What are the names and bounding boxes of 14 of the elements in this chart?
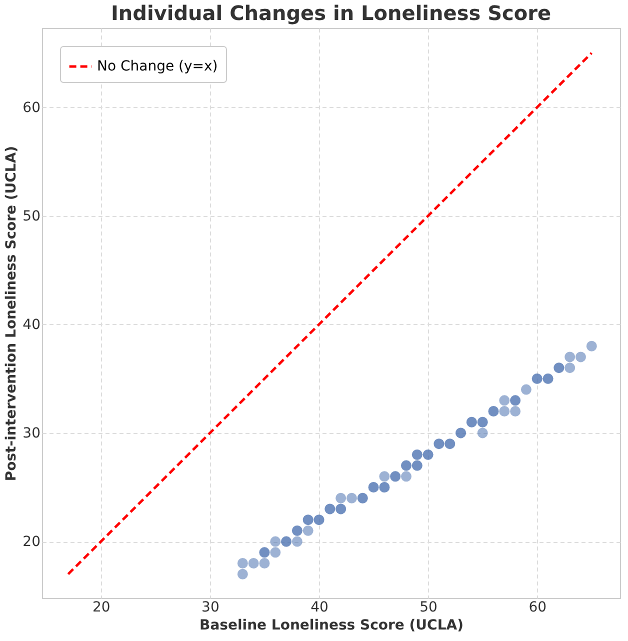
chart-title: Individual Changes in Loneliness Score <box>110 1 552 25</box>
x-tick-label: 30 <box>202 600 220 616</box>
y-axis-title: Post-intervention Loneliness Score (UCLA) <box>4 146 20 482</box>
x-axis-title: Baseline Loneliness Score (UCLA) <box>200 618 464 634</box>
x-tick-label: 40 <box>310 600 328 616</box>
y-tick-label: 50 <box>22 208 40 224</box>
x-tick-label: 20 <box>92 600 110 616</box>
y-tick-label: 20 <box>22 534 40 550</box>
legend-label: No Change (y=x) <box>97 58 218 74</box>
y-tick-label: 40 <box>22 316 40 333</box>
x-tick-label: 60 <box>528 600 547 616</box>
y-tick-label: 30 <box>22 425 40 442</box>
x-tick-label: 50 <box>420 600 438 616</box>
y-tick-label: 60 <box>22 100 40 116</box>
